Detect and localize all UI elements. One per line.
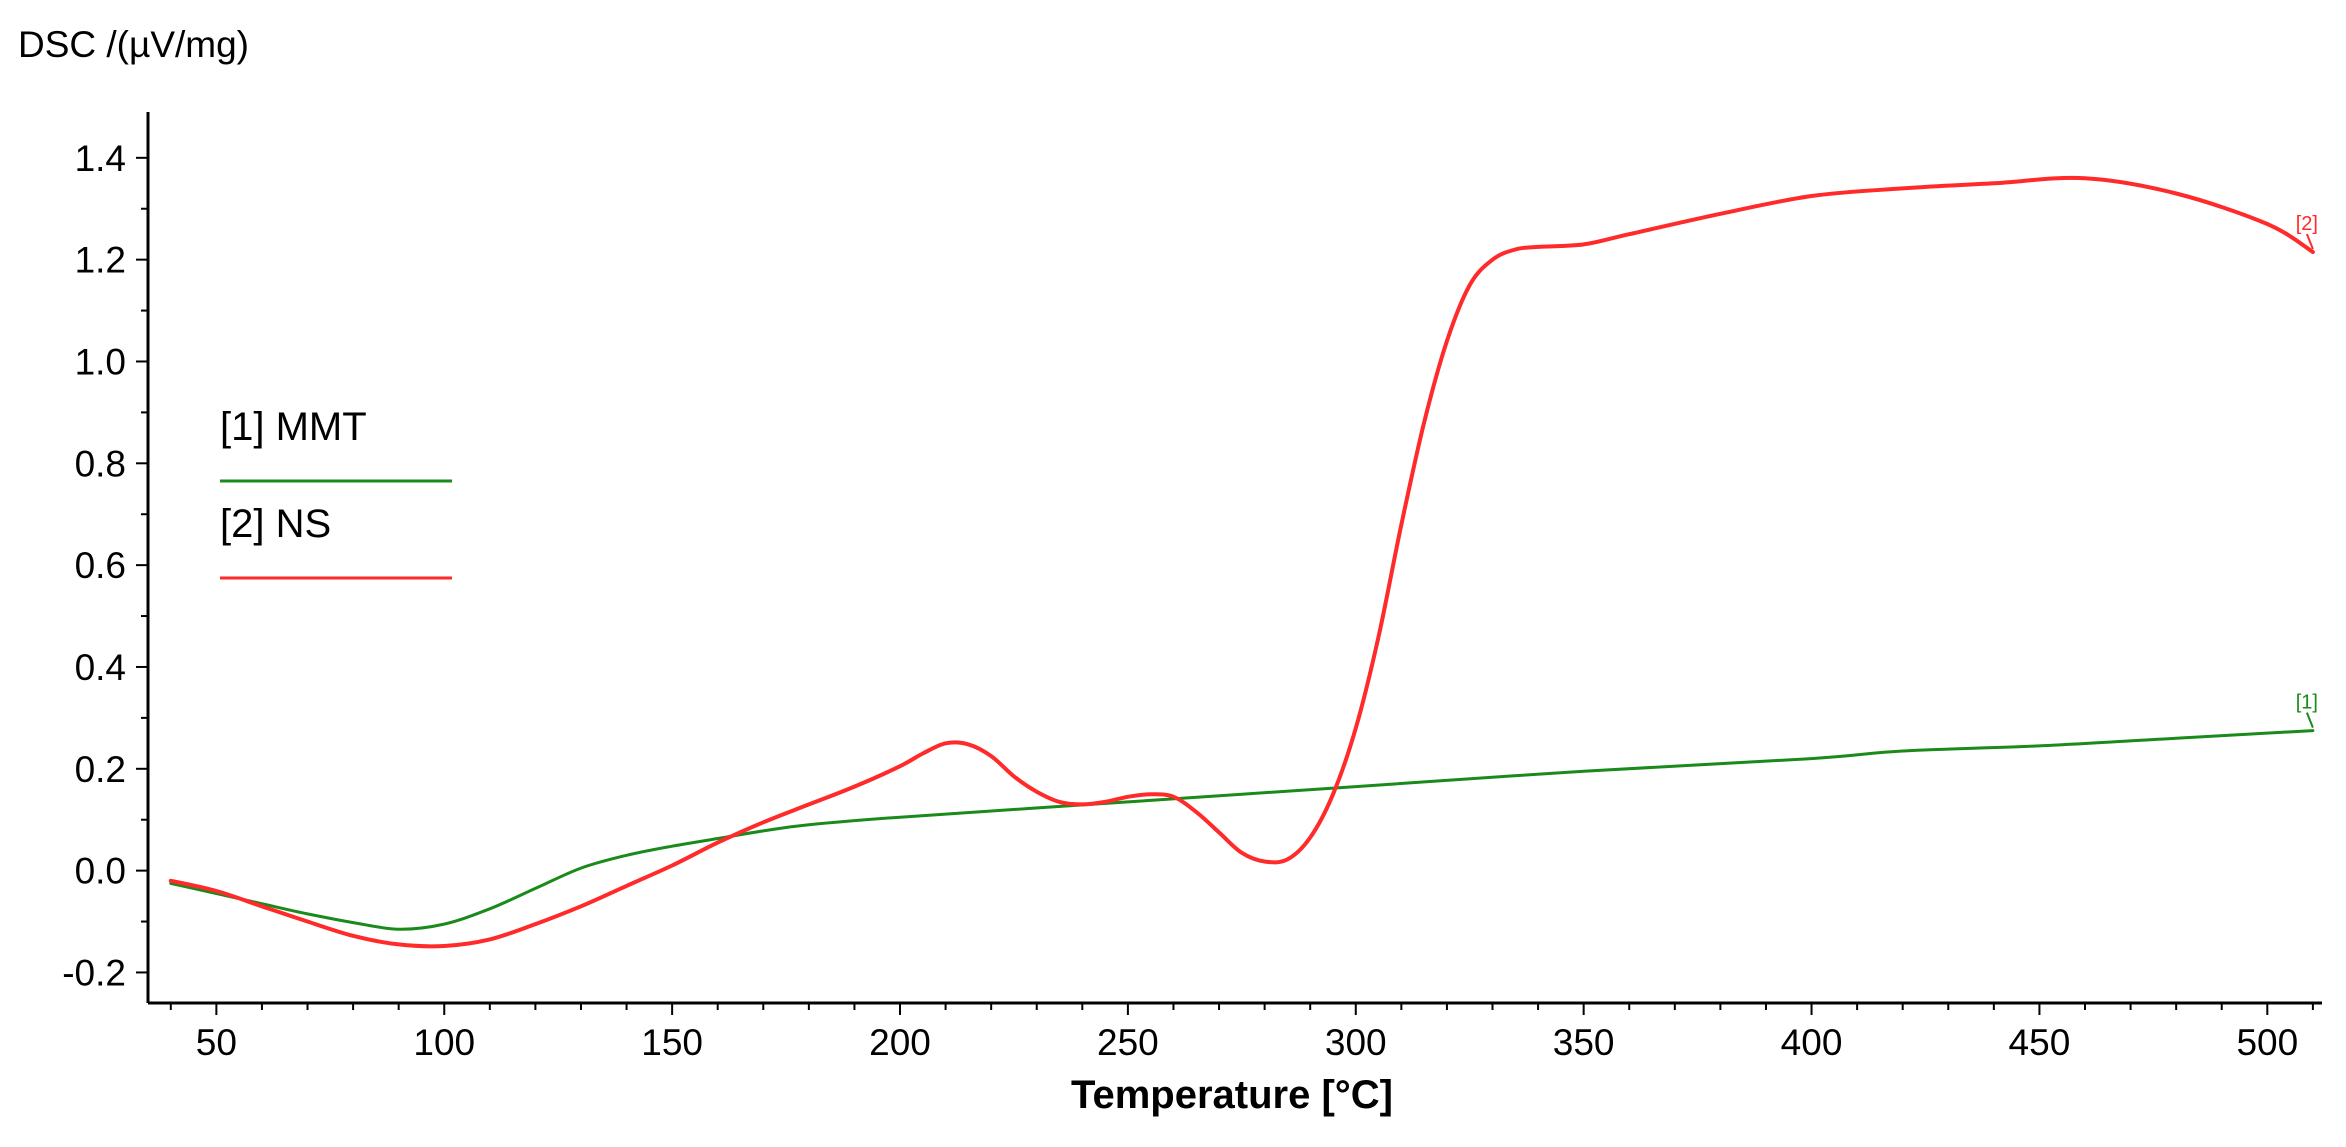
series-end-leader: [2305, 233, 2314, 250]
y-tick-label: 1.0: [75, 341, 126, 382]
x-tick-label: 250: [1097, 1022, 1159, 1063]
y-axis-label: DSC /(µV/mg): [18, 24, 249, 65]
series-line-1: [169, 729, 2315, 931]
x-tick-label: 500: [2236, 1022, 2298, 1063]
x-tick-label: 450: [2009, 1022, 2071, 1063]
legend: [1] MMT [2] NS: [220, 405, 452, 580]
x-axis-label: Temperature [°C]: [1071, 1073, 1393, 1117]
y-tick-label: 0.6: [75, 545, 126, 586]
x-tick-label: 50: [196, 1022, 237, 1063]
y-tick-label: 0.4: [75, 647, 126, 688]
x-tick-label: 150: [641, 1022, 703, 1063]
y-tick-label: 1.4: [75, 138, 126, 179]
series-end-leader: [2305, 712, 2314, 728]
legend-label: [2] NS: [220, 502, 331, 546]
x-tick-label: 200: [869, 1022, 931, 1063]
x-tick-label: 300: [1325, 1022, 1387, 1063]
x-tick-label: 350: [1553, 1022, 1615, 1063]
x-axis-ticks: 50 100 150 200 250 300 350 400 450 500: [169, 1003, 2314, 1063]
axes: [146, 112, 2322, 1005]
series-layer: [1] [2]: [168, 175, 2318, 949]
x-tick-label: 400: [1781, 1022, 1843, 1063]
y-tick-label: 0.2: [75, 749, 126, 790]
y-tick-label: -0.2: [62, 952, 126, 993]
series-line-2: [168, 175, 2315, 949]
y-tick-label: 1.2: [75, 240, 126, 281]
y-tick-label: 0.8: [75, 443, 126, 484]
legend-label: [1] MMT: [220, 405, 367, 449]
series-end-tag: [2]: [2296, 213, 2318, 235]
x-tick-label: 100: [413, 1022, 475, 1063]
y-tick-label: 0.0: [75, 851, 126, 892]
y-axis-ticks: -0.2 0.0 0.2 0.4 0.6 0.8 1.0 1.2 1.4: [62, 138, 148, 993]
series-end-tag: [1]: [2296, 692, 2318, 714]
